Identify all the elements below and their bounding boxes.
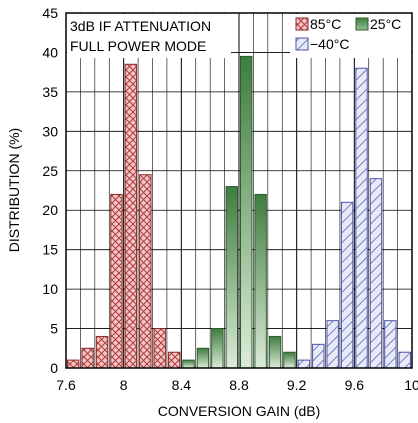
bar-series-2 — [240, 55, 253, 369]
y-tick-label: 40 — [42, 44, 58, 60]
bar-series-1 — [153, 328, 166, 369]
bar-series-1 — [81, 347, 94, 369]
x-tick-label: 10 — [404, 377, 418, 393]
y-tick-label: 35 — [42, 84, 58, 100]
legend-background — [290, 14, 411, 58]
legend-label-25c: 25°C — [370, 16, 401, 32]
legend-swatch-85c — [295, 17, 309, 31]
y-tick-label: 5 — [50, 321, 58, 337]
bar-series-2 — [182, 359, 195, 369]
bar-series-1 — [139, 174, 152, 369]
bar-series-3 — [398, 351, 412, 369]
bar-series-3 — [369, 178, 383, 369]
x-tick-label: 8.8 — [229, 377, 249, 393]
x-tick-label: 9.6 — [345, 377, 365, 393]
legend: 85°C 25°C −40°C — [290, 14, 411, 58]
y-axis-title: DISTRIBUTION (%) — [6, 128, 22, 252]
x-tick-label: 8.4 — [172, 377, 192, 393]
bar-series-1 — [124, 63, 138, 369]
annotation-box: 3dB IF ATTENUATION FULL POWER MODE — [67, 14, 231, 58]
bar-series-2 — [254, 193, 267, 369]
bar-series-2 — [283, 351, 296, 369]
bar-series-3 — [384, 320, 397, 369]
annotation-background — [67, 14, 231, 58]
bar-series-3 — [340, 201, 354, 369]
bar-series-1 — [167, 351, 181, 369]
annotation-line-1: 3dB IF ATTENUATION — [70, 18, 211, 34]
bar-series-1 — [67, 359, 80, 369]
legend-swatch-minus40c — [295, 37, 309, 51]
legend-swatch-25c — [355, 17, 369, 31]
x-tick-label: 9.2 — [287, 377, 307, 393]
bar-series-2 — [211, 328, 224, 369]
y-tick-label: 20 — [42, 202, 58, 218]
x-tick-label: 7.6 — [56, 377, 76, 393]
plot-frame — [65, 12, 413, 369]
bar-series-2 — [268, 335, 282, 369]
bar-series-3 — [326, 320, 339, 369]
y-tick-label: 30 — [42, 123, 58, 139]
y-tick-label: 25 — [42, 163, 58, 179]
axis-ticks: 7.6 8 8.4 8.8 9.2 9.6 10 0 5 10 15 20 25 30 35 40 45 — [42, 5, 418, 393]
y-tick-label: 0 — [50, 360, 58, 376]
x-tick-label: 8 — [120, 377, 128, 393]
x-axis-title: CONVERSION GAIN (dB) — [158, 403, 321, 419]
bar-series-2 — [196, 347, 210, 369]
bar-series-3 — [355, 67, 368, 369]
legend-label-85c: 85°C — [310, 16, 341, 32]
y-tick-label: 10 — [42, 281, 58, 297]
bar-series-2 — [225, 186, 238, 369]
bar-series-3 — [297, 359, 311, 369]
bar-series-3 — [312, 343, 325, 369]
legend-label-minus40c: −40°C — [310, 36, 349, 52]
bar-series-1 — [110, 193, 123, 369]
bar-series-1 — [95, 335, 109, 369]
y-tick-label: 45 — [42, 5, 58, 21]
annotation-line-2: FULL POWER MODE — [70, 38, 206, 54]
y-tick-label: 15 — [42, 242, 58, 258]
bars — [67, 55, 412, 369]
